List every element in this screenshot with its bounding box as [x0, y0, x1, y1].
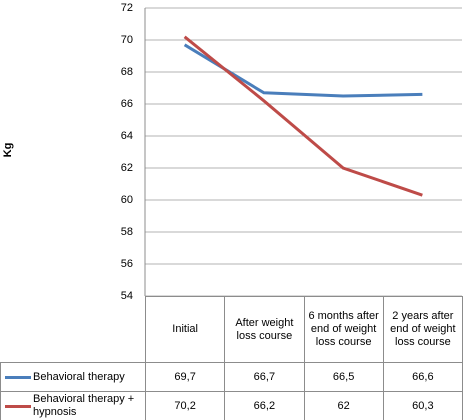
y-tick-label: 62: [121, 162, 133, 174]
y-tick-label: 56: [121, 258, 133, 270]
table-value: 69,7: [145, 362, 226, 392]
table-value: 66,6: [382, 362, 463, 392]
table-header: Initial: [145, 296, 226, 363]
legend-label: Behavioral therapy + hypnosis: [33, 393, 135, 418]
series-line: [183, 43, 423, 98]
series-line: [183, 35, 423, 197]
y-tick-label: 72: [121, 2, 133, 14]
legend-entry: Behavioral therapy: [0, 362, 146, 392]
y-tick-label: 64: [121, 130, 133, 142]
y-tick-label: 68: [121, 66, 133, 78]
table-value: 62: [303, 391, 384, 420]
table-header: 2 years after end of weight loss course: [382, 296, 463, 363]
table-value: 70,2: [145, 391, 226, 420]
legend-entry: Behavioral therapy + hypnosis: [0, 391, 146, 420]
legend-label: Behavioral therapy: [33, 370, 125, 383]
table-value: 66,5: [303, 362, 384, 392]
y-tick-label: 58: [121, 226, 133, 238]
legend-swatch: [5, 375, 31, 379]
table-header: After weight loss course: [224, 296, 305, 363]
y-tick-label: 60: [121, 194, 133, 206]
table-header: 6 months after end of weight loss course: [303, 296, 384, 363]
y-axis-label: Kg: [2, 143, 14, 158]
table-value: 60,3: [382, 391, 463, 420]
table-value: 66,7: [224, 362, 305, 392]
legend-swatch: [5, 404, 31, 408]
table-value: 66,2: [224, 391, 305, 420]
y-tick-label: 66: [121, 98, 133, 110]
y-tick-label: 54: [121, 290, 133, 302]
y-tick-label: 70: [121, 34, 133, 46]
